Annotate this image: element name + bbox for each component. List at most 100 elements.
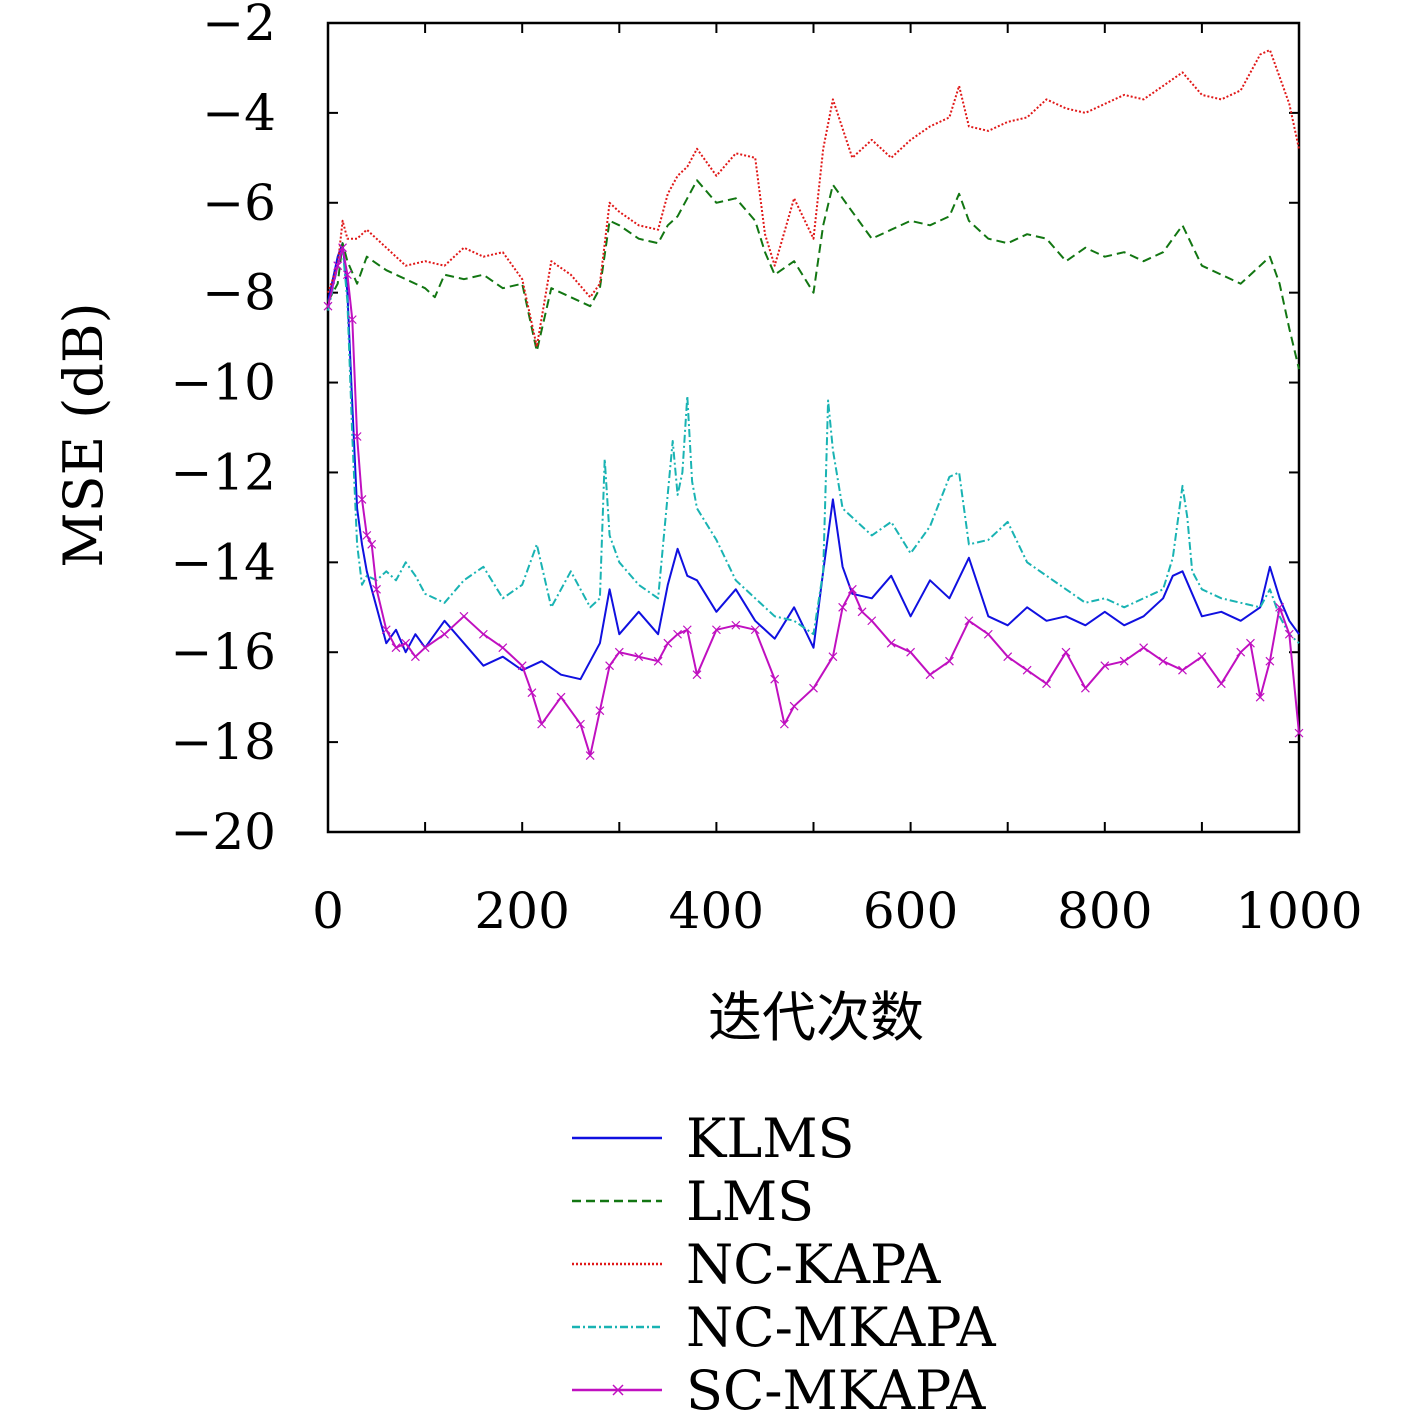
data-point-marker [556, 692, 566, 702]
x-tick-labels: 0 200 400 600 800 1000 [312, 882, 1363, 940]
data-point-marker [1255, 692, 1265, 702]
data-point-marker [1246, 638, 1255, 648]
data-point-marker [1275, 602, 1285, 612]
data-point-marker [847, 584, 857, 594]
data-point-marker [1265, 656, 1275, 666]
data-point-marker [634, 652, 644, 662]
data-point-marker [367, 539, 377, 549]
series-line [327, 179, 1300, 370]
y-tick-label: −4 [202, 84, 276, 142]
data-point-marker [779, 719, 789, 729]
data-point-marker [983, 629, 993, 639]
data-point-marker [527, 688, 537, 698]
legend-label: SC-MKAPA [686, 1359, 986, 1422]
data-point-marker [459, 611, 469, 621]
series-lms [327, 179, 1300, 370]
data-point-marker [614, 647, 624, 657]
data-point-marker [498, 643, 508, 653]
series-nc-mkapa [327, 246, 1300, 644]
data-point-marker [945, 656, 954, 666]
data-point-marker [711, 625, 721, 635]
data-point-marker [410, 652, 420, 662]
data-point-marker [372, 584, 381, 594]
series-layer [323, 49, 1304, 761]
data-point-marker [401, 638, 411, 648]
data-point-marker [1139, 643, 1149, 653]
legend-label: KLMS [686, 1107, 855, 1170]
data-point-marker [1080, 683, 1090, 693]
y-tick-label: −10 [170, 354, 276, 412]
data-point-marker [342, 270, 352, 280]
y-tick-label: −20 [170, 803, 276, 861]
y-tick-label: −8 [202, 264, 276, 322]
x-tick-label: 400 [669, 882, 764, 940]
data-point-marker [1100, 661, 1110, 671]
y-tick-label: −18 [170, 713, 276, 771]
plot-frame [326, 21, 1301, 834]
x-tick-label: 200 [474, 882, 569, 940]
data-point-marker [576, 719, 585, 729]
data-point-marker [964, 616, 974, 626]
y-tick-label: −14 [170, 533, 276, 591]
data-point-marker [440, 629, 449, 639]
data-point-marker [1119, 656, 1129, 666]
data-point-marker [362, 530, 372, 540]
data-point-marker [1294, 728, 1304, 738]
data-point-marker [1197, 652, 1207, 662]
legend-label: LMS [686, 1170, 814, 1233]
data-point-marker [838, 602, 848, 612]
data-point-marker [391, 643, 401, 653]
series-line [327, 49, 1300, 348]
data-point-marker [420, 643, 430, 653]
data-point-marker [682, 625, 692, 635]
data-point-marker [478, 629, 488, 639]
data-point-marker [357, 494, 367, 504]
series-sc-mkapa [323, 243, 1304, 761]
data-point-marker [333, 261, 343, 271]
data-point-marker [770, 674, 780, 684]
data-point-marker [867, 616, 877, 626]
axis-ticks [327, 22, 1300, 833]
data-point-marker [338, 243, 347, 253]
x-tick-label: 0 [312, 882, 344, 940]
data-point-marker [381, 625, 391, 635]
data-point-marker [352, 432, 362, 441]
y-axis-label: MSE (dB) [52, 302, 115, 567]
y-tick-label: −6 [202, 174, 276, 232]
data-point-marker [731, 620, 741, 630]
legend-label: NC-MKAPA [686, 1296, 997, 1359]
series-line [327, 246, 1300, 644]
data-point-marker [828, 652, 838, 662]
data-point-marker [750, 625, 760, 635]
data-point-marker [1061, 647, 1071, 657]
series-klms [327, 242, 1300, 681]
data-point-marker [595, 706, 605, 716]
data-point-marker [886, 638, 896, 648]
data-point-marker [673, 629, 682, 639]
data-point-marker [537, 719, 547, 729]
series-line [327, 242, 1300, 681]
data-point-marker [517, 661, 527, 671]
y-tick-label: −2 [202, 0, 276, 52]
y-tick-labels: −2 −4 −6 −8 −10 −12 −14 −16 −18 −20 [170, 0, 276, 861]
data-point-marker [1158, 656, 1168, 666]
y-tick-label: −16 [170, 623, 276, 681]
legend-marker [612, 1384, 624, 1396]
data-point-marker [789, 701, 799, 711]
data-point-marker [605, 661, 615, 671]
data-point-marker [809, 683, 818, 693]
data-point-marker [1284, 629, 1294, 639]
data-point-marker [1236, 647, 1246, 657]
data-point-marker [347, 315, 357, 325]
data-point-marker [663, 638, 673, 648]
data-point-marker [906, 647, 916, 657]
x-tick-label: 1000 [1235, 882, 1362, 940]
data-point-marker [925, 670, 935, 680]
x-axis-label: 迭代次数 [708, 986, 924, 1049]
data-point-marker [1003, 652, 1013, 662]
data-point-marker [1178, 665, 1187, 675]
series-line [327, 246, 1300, 757]
series-nc-kapa [327, 49, 1300, 348]
